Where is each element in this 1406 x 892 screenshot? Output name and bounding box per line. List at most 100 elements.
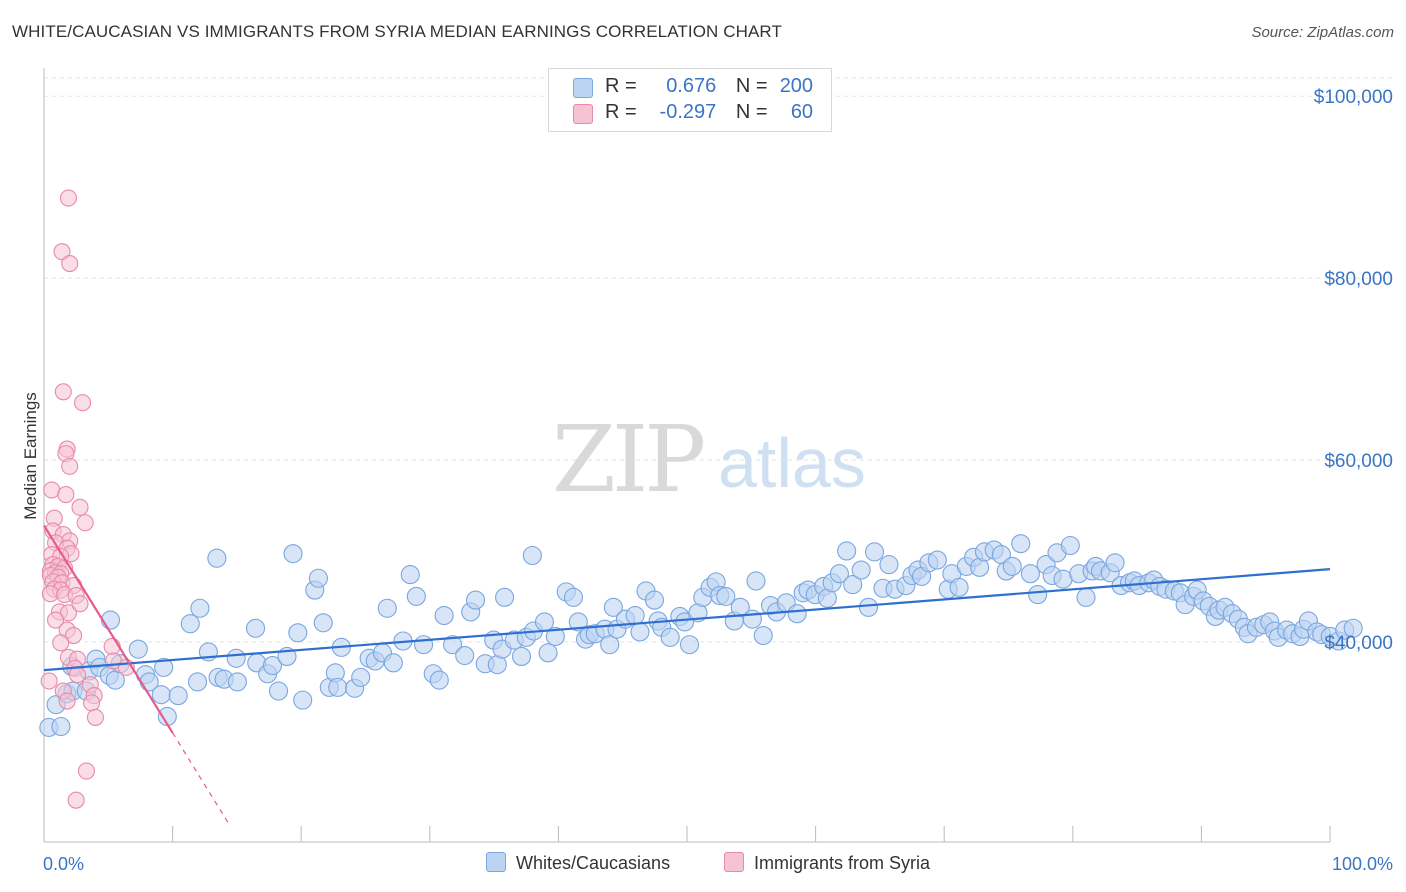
point-whites [313, 613, 333, 633]
point-syria [41, 585, 59, 603]
point-whites [545, 626, 565, 646]
y-tick-label: $80,000 [1324, 269, 1393, 290]
point-syria [59, 189, 77, 207]
point-whites [603, 597, 623, 617]
point-syria [43, 481, 61, 499]
point-whites [383, 653, 403, 673]
point-whites [226, 648, 246, 668]
point-whites [308, 568, 328, 588]
point-whites [288, 623, 308, 643]
point-syria [74, 394, 92, 412]
point-syria [61, 254, 79, 273]
point-syria [53, 243, 71, 261]
point-whites [522, 545, 542, 566]
point-whites [268, 681, 289, 701]
point-whites [864, 542, 885, 562]
point-whites [283, 544, 303, 564]
point-syria [71, 595, 89, 613]
point-whites [245, 618, 266, 638]
point-whites [495, 587, 515, 607]
point-whites [406, 586, 426, 606]
point-whites [600, 635, 620, 655]
x-tick-label-min: 0.0% [43, 854, 84, 874]
point-whites [262, 656, 283, 676]
watermark: ZIP atlas [552, 406, 866, 513]
point-whites [1028, 585, 1048, 605]
point-syria [71, 498, 89, 516]
legend-r-value-syria: -0.297 [659, 101, 717, 123]
point-whites [100, 610, 121, 630]
point-whites [1076, 587, 1096, 607]
point-whites [829, 564, 849, 584]
bottom-legend-label-whites: Whites/Caucasians [516, 853, 671, 873]
point-whites [1011, 534, 1031, 554]
chart-title: WHITE/CAUCASIAN VS IMMIGRANTS FROM SYRIA… [12, 22, 782, 41]
y-tick-labels: $40,000 $60,000 $80,000 $100,000 [1314, 87, 1393, 654]
point-whites [328, 677, 348, 697]
watermark-zip: ZIP [552, 406, 703, 513]
point-whites [293, 690, 313, 710]
point-whites [511, 646, 532, 667]
point-whites [742, 609, 762, 629]
point-whites [843, 575, 863, 595]
bottom-legend-label-syria: Immigrants from Syria [754, 853, 931, 873]
point-whites [837, 541, 857, 561]
point-whites [429, 670, 449, 690]
legend-r-label: R = [605, 101, 637, 123]
point-whites [787, 604, 807, 624]
bottom-legend-syria: Immigrants from Syria [724, 852, 930, 874]
point-whites [1105, 553, 1125, 573]
point-syria [76, 514, 94, 532]
point-syria [65, 626, 83, 645]
point-whites [949, 577, 969, 597]
y-tick-label: $60,000 [1324, 451, 1393, 472]
point-whites [128, 639, 148, 659]
bottom-legend-whites: Whites/Caucasians [486, 852, 670, 874]
series-whites-points [39, 534, 1363, 737]
point-whites [675, 612, 695, 632]
point-whites [1002, 556, 1022, 576]
point-whites [679, 635, 700, 655]
legend-swatch-whites [573, 78, 593, 98]
point-syria [83, 694, 101, 712]
legend: R = 0.676 N = 200 R = -0.297 N = 60 [548, 68, 832, 132]
point-whites [568, 612, 588, 632]
point-syria [77, 762, 95, 780]
point-whites [151, 685, 171, 705]
point-whites [443, 635, 463, 655]
point-whites [879, 555, 899, 575]
series-syria-points [40, 189, 135, 809]
point-whites [455, 645, 475, 666]
point-whites [927, 550, 947, 570]
point-whites [1343, 618, 1363, 638]
point-whites [351, 667, 371, 687]
point-whites [400, 565, 420, 585]
legend-r-value-whites: 0.676 [666, 75, 717, 97]
point-whites [434, 605, 454, 626]
point-whites [414, 635, 434, 655]
point-whites [1060, 535, 1080, 556]
legend-n-value-whites: 200 [779, 75, 814, 97]
legend-n-label: N = [735, 101, 768, 123]
legend-n-value-syria: 60 [790, 101, 814, 123]
axes [43, 68, 1331, 843]
trend-line-syria [43, 524, 174, 734]
point-syria [58, 692, 76, 710]
point-whites [190, 598, 210, 618]
point-whites [858, 597, 878, 617]
point-whites [187, 672, 208, 692]
point-whites [716, 586, 736, 606]
gridlines [44, 77, 1393, 643]
point-whites [377, 598, 397, 618]
point-whites [180, 614, 200, 634]
point-syria [59, 604, 77, 622]
watermark-atlas: atlas [718, 424, 866, 502]
point-whites [851, 560, 871, 580]
chart-source: Source: ZipAtlas.com [1251, 24, 1394, 41]
point-syria [57, 486, 75, 504]
point-whites [644, 590, 665, 610]
point-whites [466, 590, 486, 610]
point-whites [168, 686, 188, 706]
point-whites [753, 625, 773, 646]
